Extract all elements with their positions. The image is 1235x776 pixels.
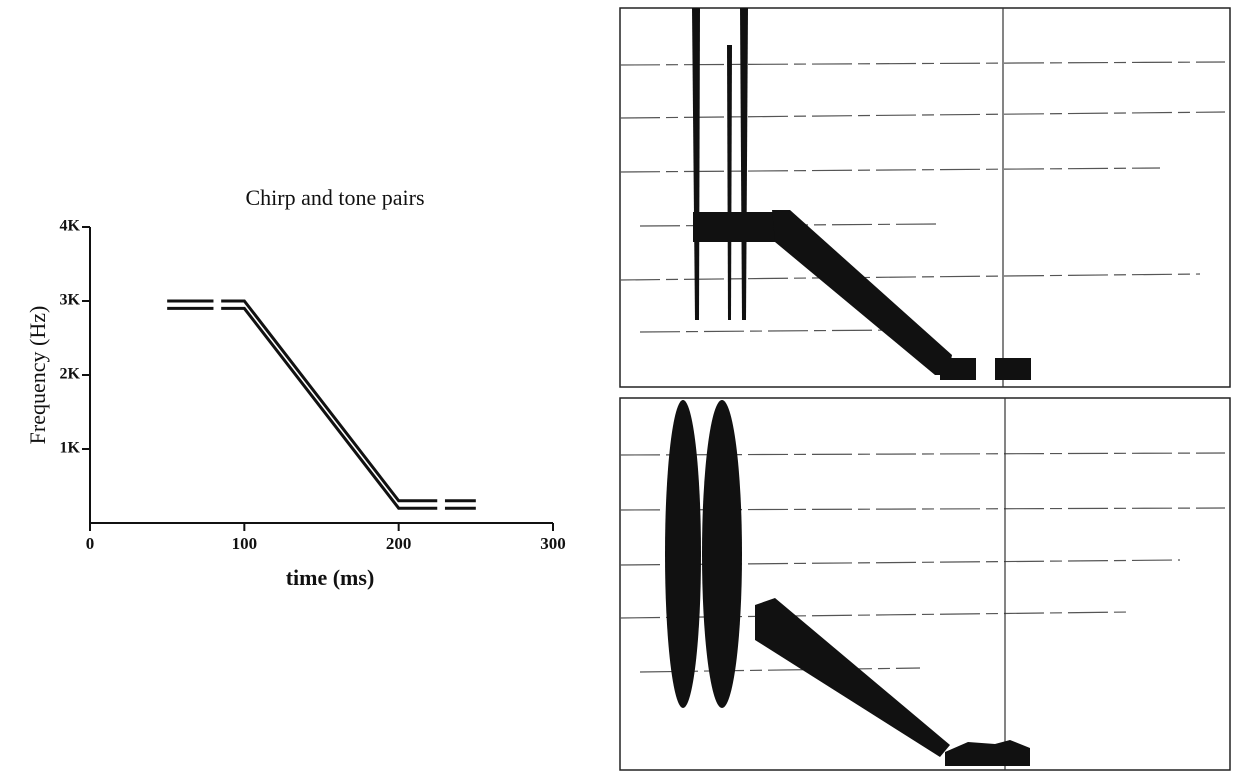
y-tick-label: 4K xyxy=(60,218,81,235)
chart-title: Chirp and tone pairs xyxy=(245,185,424,210)
y-tick-label: 2K xyxy=(60,366,81,383)
spectrogram-bottom xyxy=(619,397,1231,771)
x-tick-label: 300 xyxy=(540,534,566,553)
x-tick-label: 100 xyxy=(232,534,258,553)
series-line xyxy=(167,299,476,503)
spectrogram-top xyxy=(619,7,1231,388)
x-tick-label: 200 xyxy=(386,534,412,553)
y-tick-label: 3K xyxy=(60,292,81,309)
series-line xyxy=(167,306,476,510)
x-tick-label: 0 xyxy=(86,534,95,553)
y-axis-label: Frequency (Hz) xyxy=(25,306,50,445)
x-axis-label: time (ms) xyxy=(286,565,375,590)
y-tick-label: 1K xyxy=(60,440,81,457)
